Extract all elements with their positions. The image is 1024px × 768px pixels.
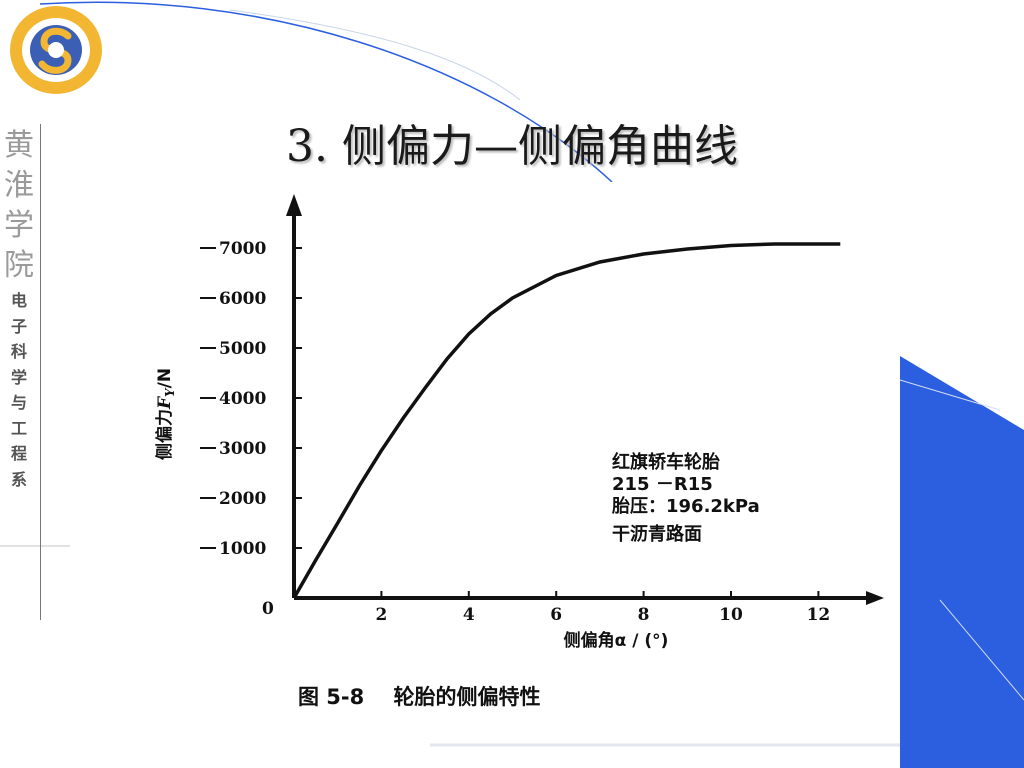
dept-char: 电 (10, 291, 27, 310)
y-tick-label: 1000 (219, 539, 266, 559)
x-tick-label: 6 (550, 605, 562, 625)
x-tick-label: 4 (463, 605, 475, 625)
series-line (292, 242, 841, 599)
x-axis-label: 侧偏角α / (°) (564, 630, 669, 651)
dept-char: 工 (10, 418, 27, 438)
origin-label: 0 (262, 599, 274, 619)
y-tick-label: 3000 (219, 439, 266, 459)
dept-char: 程 (10, 444, 27, 463)
blue-corner-shape (900, 356, 1024, 768)
x-tick-label: 10 (719, 605, 743, 625)
school-char: 淮 (4, 168, 34, 203)
chart-annotation: 红旗轿车轮胎 (612, 451, 720, 473)
chart-annotation: 215 －R15 (612, 474, 713, 495)
y-axis-label-prefix: 侧偏力 (154, 409, 175, 460)
x-axis-arrow (866, 591, 884, 605)
decorative-arc (39, 1, 613, 183)
y-axis-label-suffix: /N (155, 368, 175, 388)
chart-annotation: 干沥青路面 (612, 523, 702, 545)
school-char: 学 (4, 208, 34, 243)
dept-char: 与 (10, 393, 27, 412)
y-tick-label: 6000 (219, 289, 266, 309)
x-tick-label: 12 (807, 605, 831, 625)
y-tick-label: 7000 (219, 239, 266, 259)
department-name-vertical: 电 子 科 学 与 工 程 系 (8, 288, 30, 492)
dept-char: 子 (10, 316, 27, 336)
figure-caption: 图 5-8 轮胎的侧偏特性 (298, 685, 541, 709)
decorative-arc-2 (229, 9, 521, 101)
y-axis-label: 侧偏力FY/N (154, 368, 177, 460)
x-tick-label: 8 (638, 605, 650, 625)
x-tick-label: 2 (375, 605, 387, 625)
y-tick-label: 2000 (219, 489, 266, 509)
y-tick-label: 4000 (219, 389, 266, 409)
dept-char: 学 (10, 367, 27, 387)
chart-annotation: 胎压：196.2kPa (612, 495, 760, 517)
slide-title: 3. 侧偏力—侧偏角曲线 (286, 121, 738, 172)
dept-char: 科 (10, 342, 27, 361)
chart-figure: 1000 2000 3000 4000 5000 6000 7000 2 4 6 8 10 12 0 … (118, 182, 900, 734)
school-name-vertical: 黄 淮 学 院 (4, 126, 34, 286)
school-char: 黄 (4, 128, 34, 163)
school-char: 院 (4, 248, 34, 283)
yellow-ring-with-s-logo (10, 6, 102, 94)
side-divider (40, 124, 41, 620)
y-tick-label: 5000 (219, 339, 266, 359)
dept-char: 系 (10, 469, 27, 489)
y-axis-arrow (286, 194, 302, 216)
